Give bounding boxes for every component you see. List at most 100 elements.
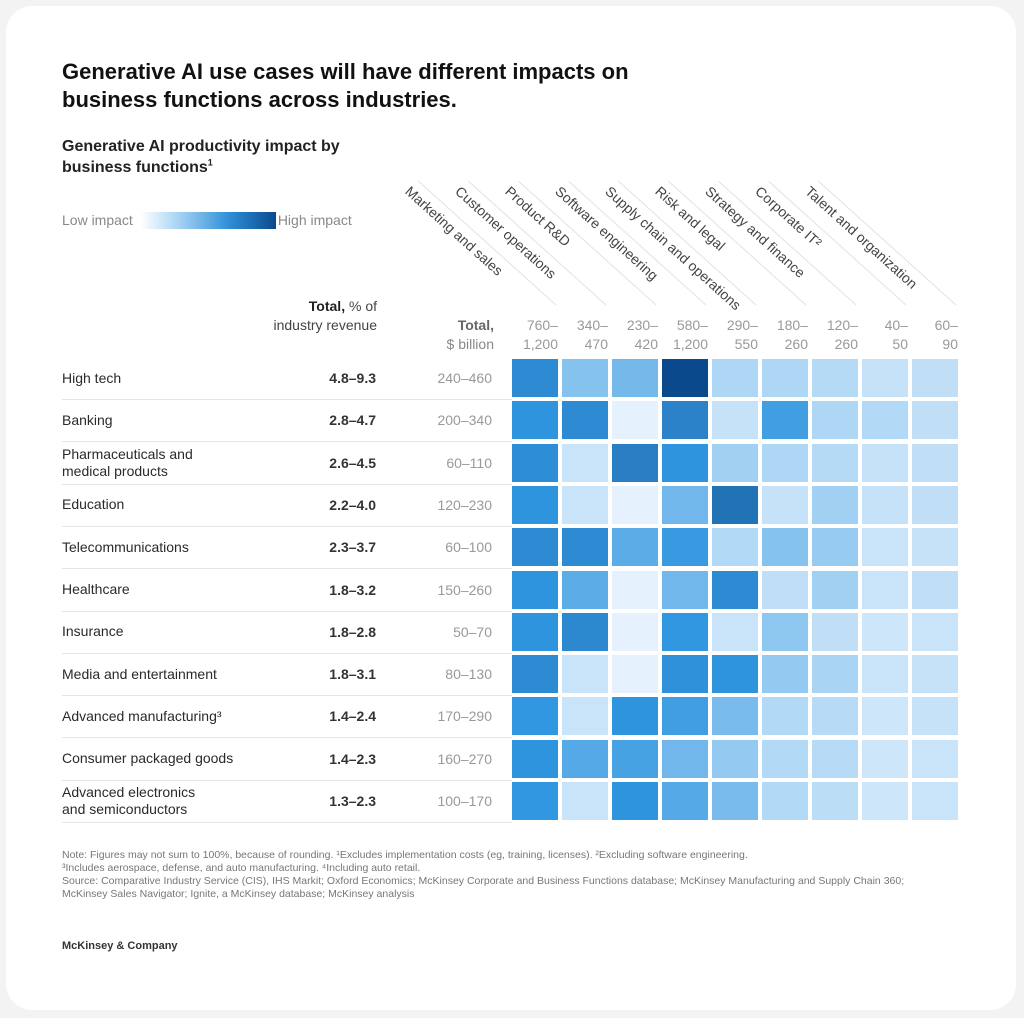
heatmap-cell xyxy=(612,443,658,482)
industry-total-billion: 150–260 xyxy=(437,581,492,598)
heatmap-cell xyxy=(762,359,808,397)
heatmap-cell xyxy=(912,443,958,482)
heatmap-cell xyxy=(712,739,758,778)
heatmap-cell xyxy=(712,443,758,482)
legend-high-label: High impact xyxy=(277,212,352,228)
column-total-line: 1,200 xyxy=(522,336,558,352)
heatmap-cell xyxy=(912,655,958,694)
heatmap-cell xyxy=(662,782,708,820)
heatmap-cell xyxy=(662,655,708,694)
industry-pct-revenue: 1.8–2.8 xyxy=(329,623,376,640)
note-line-1: Note: Figures may not sum to 100%, becau… xyxy=(62,849,748,861)
heatmap-cell xyxy=(662,485,708,524)
heatmap-cell xyxy=(862,782,908,820)
heatmap-cell xyxy=(612,528,658,567)
heatmap-cell xyxy=(762,739,808,778)
heatmap-cell xyxy=(912,570,958,609)
heatmap-cell xyxy=(562,443,608,482)
chart-subtitle: Generative AI productivity impact by bus… xyxy=(62,136,362,178)
heatmap-cell xyxy=(712,359,758,397)
industry-pct-revenue: 1.8–3.1 xyxy=(329,666,376,683)
industry-name: Healthcare xyxy=(62,581,130,597)
heatmap-cell xyxy=(812,655,858,694)
heatmap-cell xyxy=(912,359,958,397)
heatmap-cell xyxy=(812,443,858,482)
industry-total-billion: 200–340 xyxy=(437,412,492,429)
heatmap-cell xyxy=(862,401,908,440)
header-pct-bold: Total, xyxy=(308,298,346,314)
heatmap-cell xyxy=(562,655,608,694)
header-bil-rest: $ billion xyxy=(446,336,494,352)
industry-name: Advanced manufacturing³ xyxy=(62,707,222,724)
heatmap-cell xyxy=(612,739,658,778)
heatmap-cell xyxy=(762,655,808,694)
heatmap-cell xyxy=(662,739,708,778)
heatmap-cell xyxy=(662,359,708,397)
heatmap-cell xyxy=(912,612,958,651)
heatmap-cell xyxy=(662,570,708,609)
column-total-line: 40– xyxy=(884,317,908,333)
industry-pct-revenue: 1.4–2.4 xyxy=(329,708,376,725)
column-total: 230– 420 xyxy=(612,316,658,354)
table-row: Advanced manufacturing³ 1.4–2.4 170–290 xyxy=(62,695,512,739)
heatmap-cell xyxy=(562,485,608,524)
industry-total-billion: 60–110 xyxy=(446,454,492,471)
heatmap-cell xyxy=(812,697,858,736)
industry-name: Consumer packaged goods xyxy=(62,750,234,767)
column-total-line: 1,200 xyxy=(672,336,708,352)
heatmap-cell xyxy=(762,570,808,609)
heatmap-cell xyxy=(612,697,658,736)
legend-gradient xyxy=(140,211,276,229)
legend-low-label: Low impact xyxy=(62,212,133,228)
subtitle-text: Generative AI productivity impact by bus… xyxy=(62,138,340,176)
heatmap-cell xyxy=(812,570,858,609)
heatmap-cell xyxy=(862,570,908,609)
column-total-line: 230– xyxy=(626,317,658,333)
column-total: 120– 260 xyxy=(812,316,858,354)
industry-pct-revenue: 2.2–4.0 xyxy=(329,496,376,513)
heatmap-cell xyxy=(562,739,608,778)
industry-total-billion: 240–460 xyxy=(437,370,492,386)
heatmap-cell xyxy=(512,359,558,397)
heatmap-cell xyxy=(762,612,808,651)
heatmap-cell xyxy=(812,782,858,820)
note-line-2: ³Includes aerospace, defense, and auto m… xyxy=(62,862,421,874)
heatmap-cell xyxy=(662,401,708,440)
table-row: Media and entertainment 1.8–3.1 80–130 xyxy=(62,653,512,697)
header-pct-rest: % of industry revenue xyxy=(273,298,377,333)
table-row: Education 2.2–4.0 120–230 xyxy=(62,484,512,527)
heatmap-cell xyxy=(512,528,558,567)
heatmap-cell xyxy=(512,485,558,524)
header-pct-revenue: Total, % of industry revenue xyxy=(260,297,377,335)
heatmap-cell xyxy=(612,570,658,609)
heatmap-cell xyxy=(612,782,658,820)
heatmap-cell xyxy=(562,528,608,567)
column-total-line: 420 xyxy=(634,336,658,352)
heatmap-cell xyxy=(812,739,858,778)
industry-name: Media and entertainment xyxy=(62,665,217,682)
heatmap-cell xyxy=(862,739,908,778)
heatmap-cell xyxy=(862,697,908,736)
industry-total-billion: 170–290 xyxy=(437,708,492,725)
table-row: Telecommunications 2.3–3.7 60–100 xyxy=(62,526,512,570)
table-row: Banking 2.8–4.7 200–340 xyxy=(62,399,512,443)
heatmap-cell xyxy=(712,782,758,820)
column-total-line: 760– xyxy=(526,317,558,333)
heatmap-cell xyxy=(712,528,758,567)
heatmap-cell xyxy=(562,612,608,651)
brand-logo: McKinsey & Company xyxy=(62,940,178,952)
heatmap-cell xyxy=(862,612,908,651)
heatmap-cell xyxy=(862,359,908,397)
heatmap-cell xyxy=(562,570,608,609)
column-total: 760– 1,200 xyxy=(512,316,558,354)
heatmap-cell xyxy=(912,485,958,524)
heatmap-cell xyxy=(712,697,758,736)
subtitle-footnote: 1 xyxy=(207,157,213,168)
heatmap-cell xyxy=(712,612,758,651)
heatmap-cell xyxy=(512,443,558,482)
column-total: 180– 260 xyxy=(762,316,808,354)
table-row: Consumer packaged goods 1.4–2.3 160–270 xyxy=(62,738,512,781)
heatmap-cell xyxy=(612,401,658,440)
heatmap-cell xyxy=(712,655,758,694)
heatmap-cell xyxy=(762,782,808,820)
